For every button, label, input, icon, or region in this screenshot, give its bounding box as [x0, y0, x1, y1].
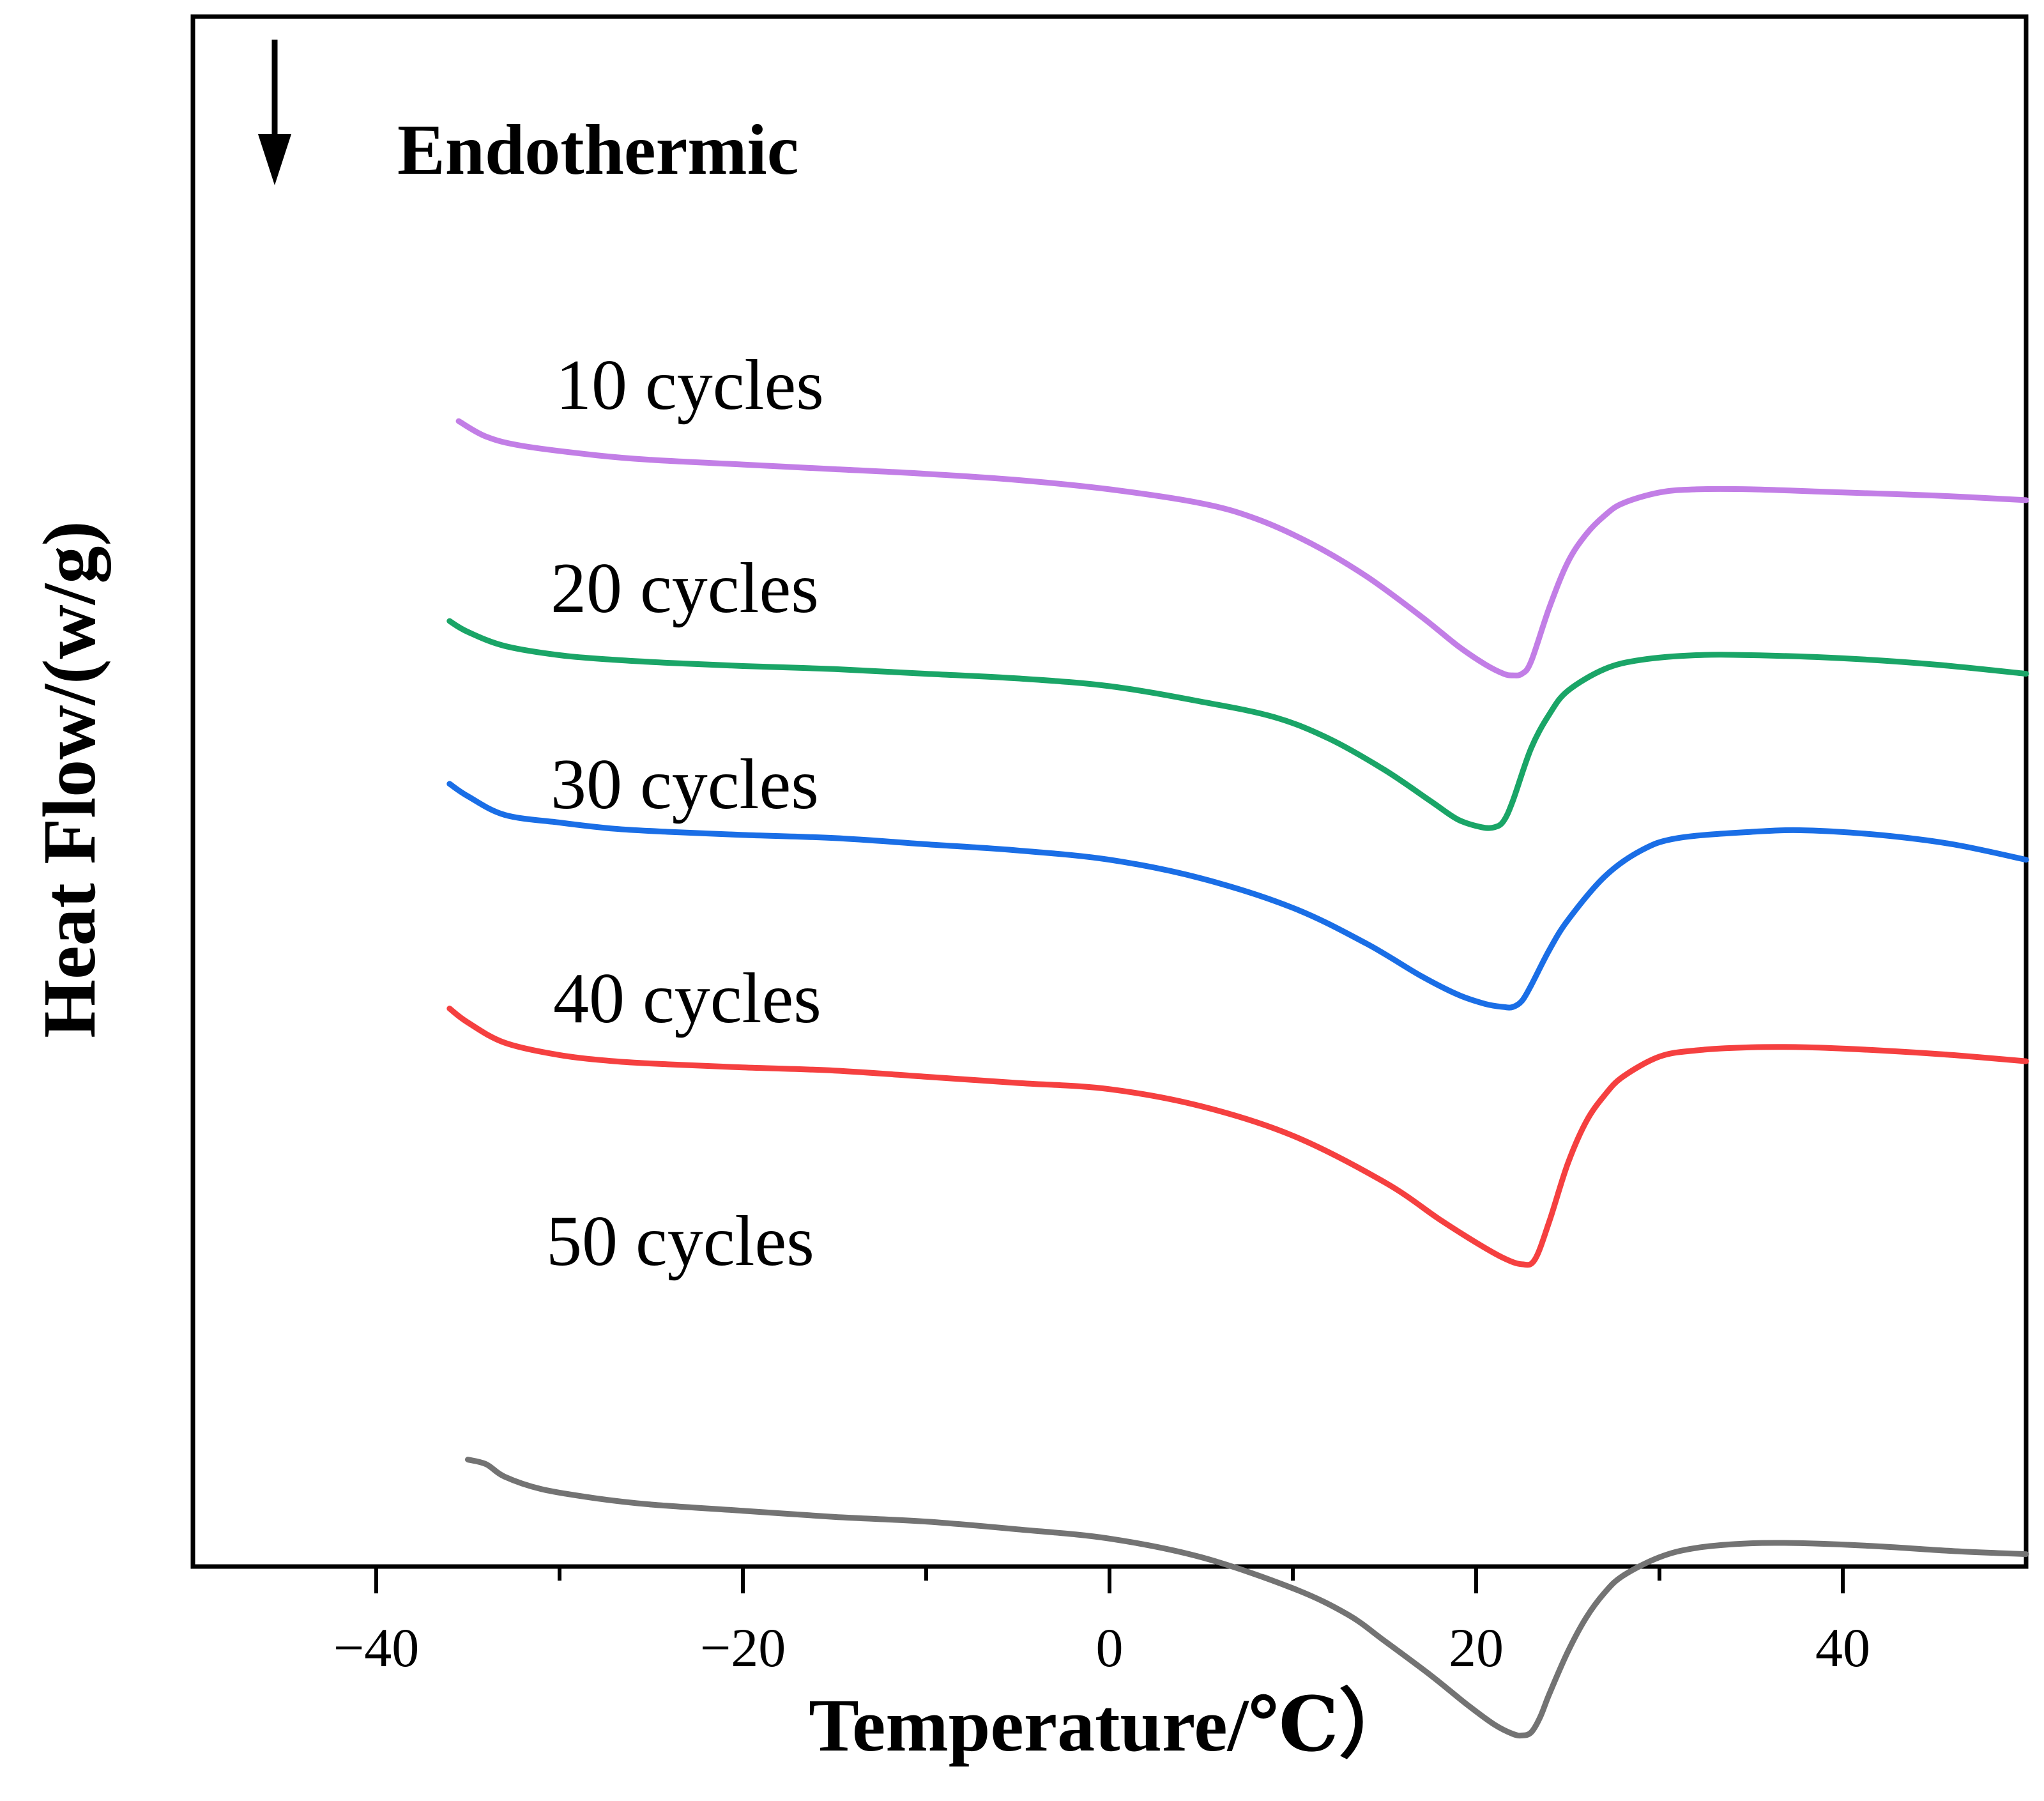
x-axis-tick-labels: −40 −20 0 20 40	[333, 1617, 1870, 1678]
series-label-50-cycles: 50 cycles	[546, 1202, 814, 1281]
x-tick-label: 20	[1449, 1617, 1504, 1678]
endothermic-label: Endothermic	[397, 111, 798, 190]
x-axis-title: Temperature/℃）	[809, 1683, 1414, 1767]
endothermic-arrow-icon	[258, 40, 291, 185]
series-line-10-cycles	[455, 418, 2029, 678]
series-label-30-cycles: 30 cycles	[551, 745, 819, 824]
x-tick-label: −40	[333, 1617, 420, 1678]
y-axis-title: Heat Flow/(w/g)	[27, 521, 111, 1038]
x-tick-label: 40	[1815, 1617, 1870, 1678]
series-line-20-cycles	[446, 618, 2029, 831]
series-labels: 10 cycles 20 cycles 30 cycles 40 cycles 50 c…	[546, 346, 824, 1281]
x-axis-ticks	[374, 1567, 1845, 1593]
series-line-30-cycles	[446, 781, 2029, 1011]
series-line-40-cycles	[446, 1006, 2029, 1268]
series-line-50-cycles	[465, 1457, 2029, 1739]
series-label-20-cycles: 20 cycles	[551, 549, 819, 628]
series-label-40-cycles: 40 cycles	[553, 959, 821, 1038]
x-tick-label: 0	[1096, 1617, 1124, 1678]
x-tick-label: −20	[700, 1617, 786, 1678]
series-layer	[446, 418, 2029, 1739]
series-label-10-cycles: 10 cycles	[556, 346, 824, 425]
